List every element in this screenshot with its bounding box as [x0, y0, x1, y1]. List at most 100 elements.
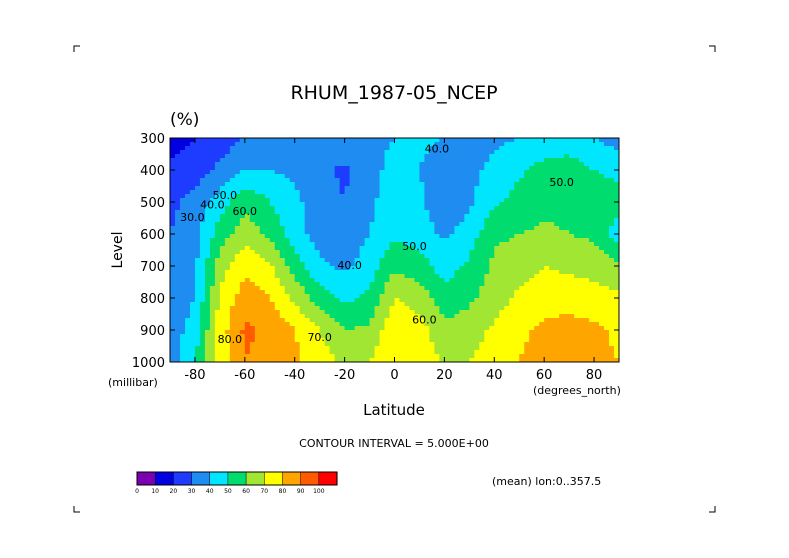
field-cell: [604, 342, 610, 347]
field-cell: [494, 154, 500, 159]
field-cell: [364, 150, 371, 155]
field-cell: [359, 342, 366, 347]
field-cell: [219, 138, 226, 143]
field-cell: [529, 214, 535, 219]
field-cell: [279, 310, 286, 315]
field-cell: [299, 326, 306, 331]
field-cell: [604, 206, 610, 211]
field-cell: [614, 338, 619, 343]
field-cell: [209, 334, 216, 339]
field-cell: [429, 318, 436, 323]
field-cell: [254, 246, 261, 251]
field-cell: [249, 290, 256, 295]
field-cell: [539, 210, 545, 215]
field-cell: [209, 150, 216, 155]
field-cell: [174, 162, 181, 167]
field-cell: [194, 194, 201, 199]
field-cell: [439, 294, 445, 299]
field-cell: [449, 246, 455, 251]
field-cell: [189, 230, 196, 235]
field-cell: [524, 162, 530, 167]
field-cell: [539, 302, 545, 307]
field-cell: [209, 314, 216, 319]
field-cell: [339, 330, 346, 335]
field-cell: [479, 266, 485, 271]
field-cell: [219, 166, 226, 171]
field-cell: [424, 218, 431, 223]
field-cell: [559, 186, 565, 191]
field-cell: [509, 298, 515, 303]
field-cell: [289, 202, 296, 207]
field-cell: [479, 142, 485, 147]
field-cell: [284, 218, 291, 223]
field-cell: [529, 210, 535, 215]
field-cell: [244, 218, 251, 223]
field-cell: [259, 242, 266, 247]
field-cell: [459, 262, 465, 267]
field-cell: [514, 166, 520, 171]
field-cell: [354, 242, 361, 247]
field-cell: [234, 310, 241, 315]
field-cell: [504, 270, 510, 275]
field-cell: [544, 266, 550, 271]
field-cell: [444, 322, 450, 327]
field-cell: [339, 266, 346, 271]
field-cell: [479, 178, 485, 183]
field-cell: [219, 350, 226, 355]
field-cell: [454, 234, 460, 239]
field-cell: [514, 294, 520, 299]
field-cell: [599, 218, 605, 223]
field-cell: [179, 266, 186, 271]
field-cell: [244, 278, 251, 283]
field-cell: [479, 250, 485, 255]
field-cell: [194, 174, 201, 179]
field-cell: [314, 154, 321, 159]
field-cell: [274, 182, 281, 187]
field-cell: [329, 250, 336, 255]
field-cell: [389, 210, 396, 215]
field-cell: [519, 190, 525, 195]
field-cell: [459, 206, 465, 211]
field-cell: [274, 334, 281, 339]
field-cell: [519, 318, 525, 323]
field-cell: [484, 206, 490, 211]
field-cell: [254, 226, 261, 231]
field-cell: [459, 330, 465, 335]
field-cell: [534, 178, 540, 183]
field-cell: [519, 158, 525, 163]
field-cell: [264, 178, 271, 183]
field-cell: [479, 318, 485, 323]
corner-marks: [73, 45, 716, 513]
field-cell: [414, 246, 421, 251]
field-cell: [604, 262, 610, 267]
field-cell: [194, 338, 201, 343]
field-cell: [269, 234, 276, 239]
field-cell: [614, 150, 619, 155]
field-cell: [604, 290, 610, 295]
field-cell: [239, 350, 246, 355]
field-cell: [604, 174, 610, 179]
field-cell: [364, 302, 371, 307]
field-cell: [284, 194, 291, 199]
field-cell: [589, 146, 595, 151]
field-cell: [404, 354, 411, 359]
field-cell: [259, 274, 266, 279]
field-cell: [269, 338, 276, 343]
field-cell: [464, 186, 470, 191]
field-cell: [379, 150, 386, 155]
field-cell: [444, 330, 450, 335]
field-cell: [429, 174, 436, 179]
field-cell: [304, 322, 311, 327]
field-cell: [344, 354, 351, 359]
field-cell: [389, 294, 396, 299]
field-cell: [314, 278, 321, 283]
field-cell: [199, 178, 206, 183]
field-cell: [179, 206, 186, 211]
field-cell: [314, 234, 321, 239]
field-cell: [494, 246, 500, 251]
field-cell: [399, 142, 406, 147]
field-cell: [529, 234, 535, 239]
field-cell: [424, 310, 431, 315]
field-cell: [259, 354, 266, 359]
field-cell: [349, 330, 356, 335]
